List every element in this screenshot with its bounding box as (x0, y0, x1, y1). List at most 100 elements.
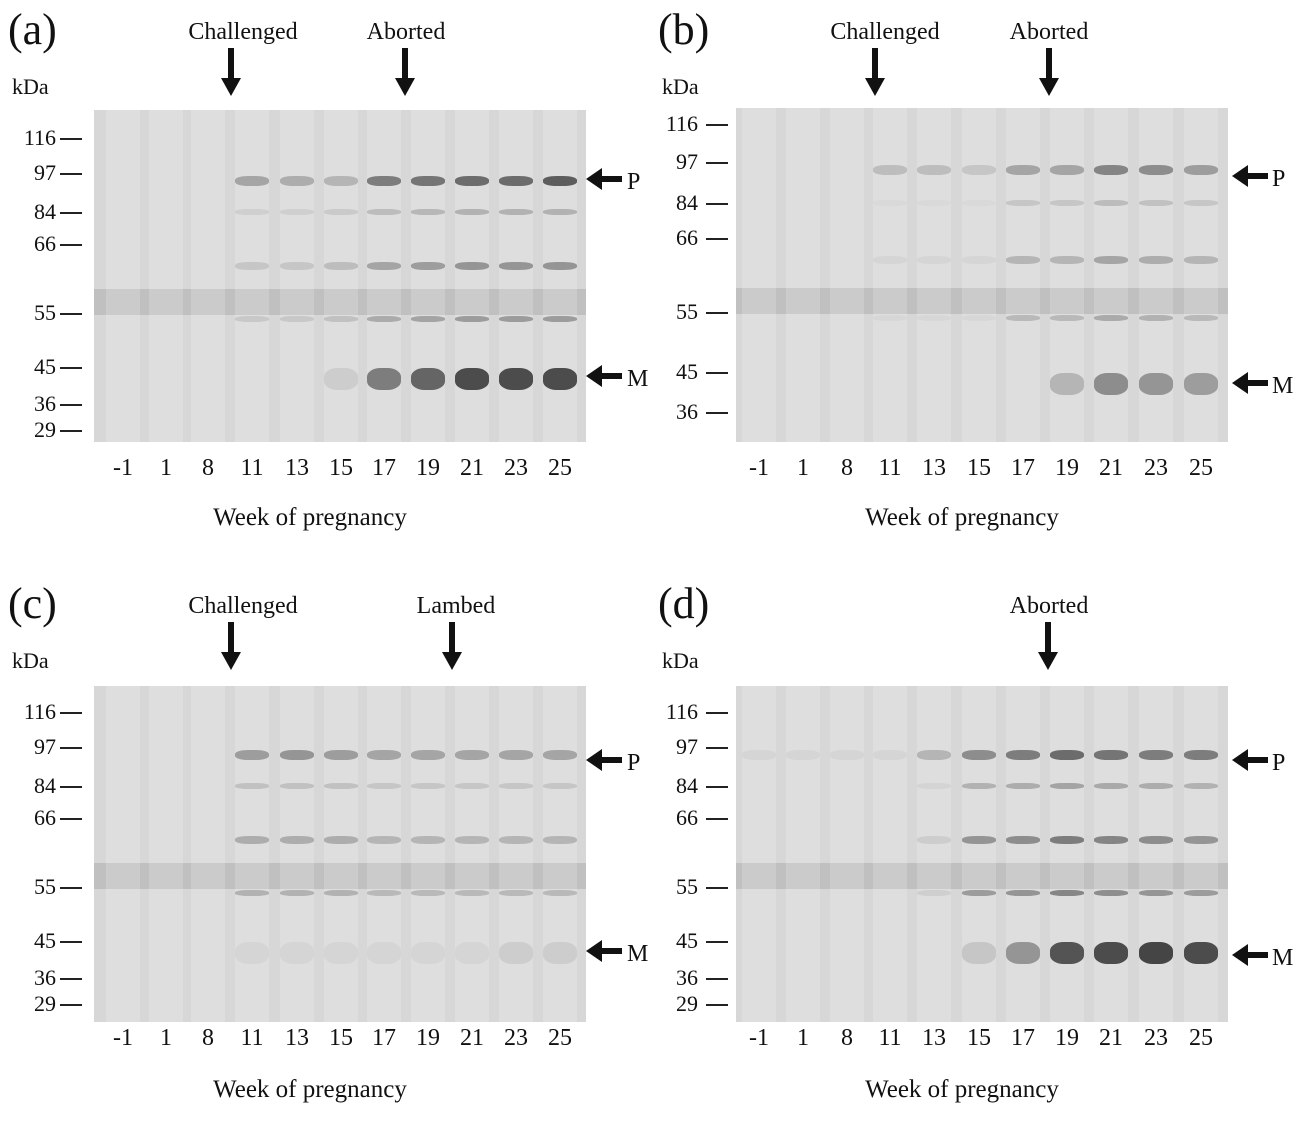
mw-marker-label: 97 (34, 734, 56, 759)
mw-marker-tick (60, 313, 82, 315)
gel-band (455, 783, 489, 789)
mw-marker-tick (60, 712, 82, 714)
gel-lane (367, 686, 401, 1022)
gel-band (324, 750, 358, 760)
gel-band (235, 890, 269, 896)
gel-band (1184, 783, 1218, 789)
gel-band (235, 209, 269, 215)
x-axis-title: Week of pregnancy (213, 504, 407, 531)
gel-lane (455, 686, 489, 1022)
gel-band (543, 942, 577, 964)
mw-marker-label: 36 (34, 965, 56, 990)
band-label-m: M (1272, 373, 1294, 399)
mw-marker-tick (60, 941, 82, 943)
gel-band (1139, 836, 1173, 844)
lane-label: 8 (202, 1025, 214, 1051)
lane-label: 15 (329, 455, 353, 481)
gel-band (873, 165, 907, 175)
gel-band (1050, 256, 1084, 264)
gel-lane (106, 686, 140, 1022)
gel-band (1050, 315, 1084, 321)
gel-band (499, 176, 533, 186)
gel-band (742, 750, 776, 760)
mw-marker-tick (706, 124, 728, 126)
event-label-aborted: Aborted (1009, 19, 1089, 45)
gel-lane (106, 110, 140, 442)
gel-band (543, 262, 577, 270)
band-label-m: M (627, 941, 649, 967)
gel-lane (324, 686, 358, 1022)
gel-lane (543, 110, 577, 442)
gel-band (1184, 165, 1218, 175)
gel-lane (191, 686, 225, 1022)
gel-lane (742, 108, 776, 442)
gel-lane (499, 686, 533, 1022)
gel-band (499, 209, 533, 215)
left-arrow-icon (586, 168, 622, 190)
mw-marker-label: 66 (676, 805, 698, 830)
gel-band (324, 176, 358, 186)
gel-band (543, 368, 577, 390)
mw-marker-label: 97 (676, 734, 698, 759)
gel-band (324, 836, 358, 844)
gel-band (917, 165, 951, 175)
gel-band (280, 176, 314, 186)
gel-band (499, 942, 533, 964)
gel-band (455, 209, 489, 215)
lane-label: 11 (240, 455, 264, 481)
lane-label: 23 (504, 1025, 528, 1051)
mw-marker-tick (706, 786, 728, 788)
gel-band (830, 750, 864, 760)
panel-letter: (d) (658, 579, 710, 628)
gel-band (1006, 165, 1040, 175)
lane-label: 21 (460, 1025, 484, 1051)
gel-band (1139, 890, 1173, 896)
gel-lane (543, 686, 577, 1022)
gel-band (917, 890, 951, 896)
gel-lane (1050, 108, 1084, 442)
mw-marker-tick (706, 1004, 728, 1006)
band-label-p: P (1272, 750, 1286, 776)
gel-band (367, 176, 401, 186)
gel-band (543, 890, 577, 896)
gel-band (367, 316, 401, 322)
lane-label: 23 (1144, 455, 1168, 481)
gel-band (1050, 200, 1084, 206)
gel-band (1006, 890, 1040, 896)
gel-band (1184, 890, 1218, 896)
lane-label: -1 (113, 1025, 133, 1051)
mw-marker-tick (60, 430, 82, 432)
gel-band (235, 783, 269, 789)
mw-marker-label: 55 (676, 299, 698, 324)
lane-label: 17 (1011, 455, 1035, 481)
mw-marker-label: 36 (34, 391, 56, 416)
gel-band (411, 209, 445, 215)
lane-label: 19 (1055, 455, 1079, 481)
gel-lane (962, 108, 996, 442)
lane-label: 21 (460, 455, 484, 481)
gel-lane (149, 686, 183, 1022)
gel-band (962, 942, 996, 964)
gel-band (411, 316, 445, 322)
gel-band (455, 836, 489, 844)
mw-marker-tick (60, 1004, 82, 1006)
gel-band (962, 750, 996, 760)
lane-label: 21 (1099, 455, 1123, 481)
gel-band (1006, 750, 1040, 760)
gel-band (1139, 750, 1173, 760)
mw-marker-label: 116 (23, 125, 56, 150)
gel-band (499, 783, 533, 789)
gel-band (962, 890, 996, 896)
mw-marker-label: 36 (676, 399, 698, 424)
panel-letter: (a) (8, 5, 57, 54)
gel-lane (830, 108, 864, 442)
gel-lane (280, 110, 314, 442)
gel-band (411, 942, 445, 964)
band-label-m: M (627, 366, 649, 392)
gel-band (1094, 783, 1128, 789)
mw-marker-label: 45 (676, 359, 698, 384)
gel-band (324, 942, 358, 964)
down-arrow-icon (1038, 622, 1058, 670)
gel-band (1184, 373, 1218, 395)
gel-band (367, 262, 401, 270)
